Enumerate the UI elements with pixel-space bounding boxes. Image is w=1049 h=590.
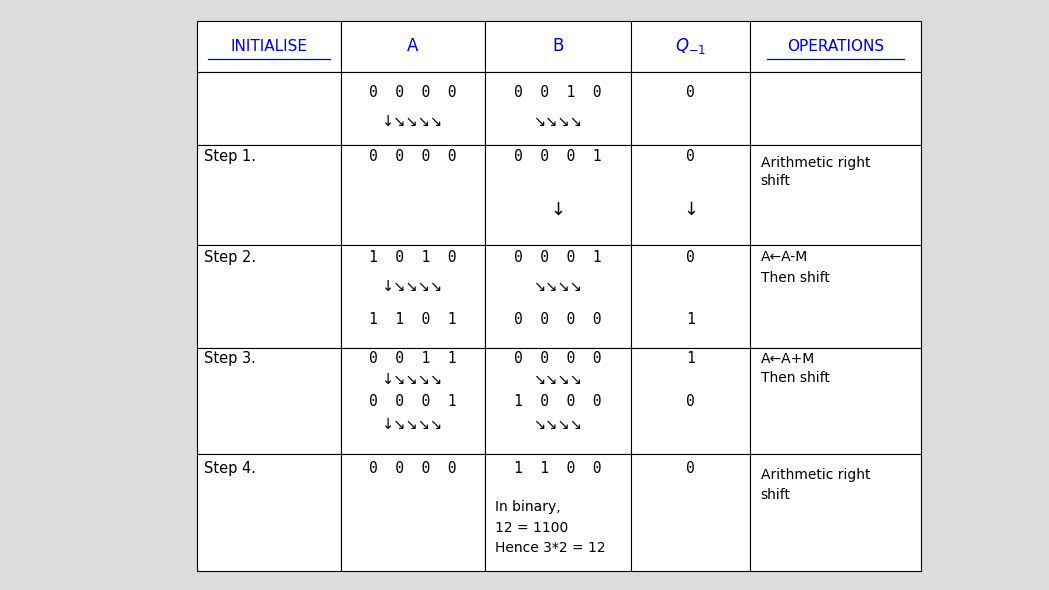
Text: 1  0  1  0: 1 0 1 0 xyxy=(369,250,456,265)
Text: Hence 3*2 = 12: Hence 3*2 = 12 xyxy=(495,541,605,555)
Text: 1  1  0  1: 1 1 0 1 xyxy=(369,312,456,327)
Bar xyxy=(750,145,921,245)
Text: In binary,: In binary, xyxy=(495,500,561,514)
Text: ↘↘↘↘: ↘↘↘↘ xyxy=(534,372,582,388)
Bar xyxy=(631,245,750,348)
Bar xyxy=(341,245,485,348)
Text: Arithmetic right: Arithmetic right xyxy=(761,156,870,169)
Bar xyxy=(197,348,341,454)
Bar xyxy=(485,454,631,571)
Text: 1: 1 xyxy=(686,351,695,366)
Text: ↘↘↘↘: ↘↘↘↘ xyxy=(534,114,582,129)
Text: A←A+M: A←A+M xyxy=(761,352,815,366)
Bar xyxy=(750,21,921,72)
Text: $Q_{-1}$: $Q_{-1}$ xyxy=(676,37,706,56)
Text: B: B xyxy=(553,37,563,55)
Text: Arithmetic right: Arithmetic right xyxy=(761,468,870,483)
Bar xyxy=(485,21,631,72)
Text: 0  0  0  0: 0 0 0 0 xyxy=(369,85,456,100)
Text: 0: 0 xyxy=(686,149,695,164)
Bar xyxy=(631,145,750,245)
Text: A: A xyxy=(407,37,419,55)
Text: 0: 0 xyxy=(686,250,695,265)
Bar xyxy=(485,72,631,145)
Text: 1: 1 xyxy=(686,312,695,327)
Bar xyxy=(631,454,750,571)
Text: ↓: ↓ xyxy=(683,201,699,219)
Text: Step 3.: Step 3. xyxy=(204,351,255,366)
Text: 0  0  1  0: 0 0 1 0 xyxy=(514,85,602,100)
Text: 0: 0 xyxy=(686,85,695,100)
Text: 1  1  0  0: 1 1 0 0 xyxy=(514,461,602,476)
Text: 0  0  0  0: 0 0 0 0 xyxy=(369,149,456,164)
Bar xyxy=(341,72,485,145)
Bar xyxy=(341,454,485,571)
Text: 0: 0 xyxy=(686,461,695,476)
Text: OPERATIONS: OPERATIONS xyxy=(787,39,884,54)
Bar xyxy=(197,72,341,145)
Text: ↘↘↘↘: ↘↘↘↘ xyxy=(534,417,582,432)
Text: ↓↘↘↘↘: ↓↘↘↘↘ xyxy=(382,114,444,129)
Bar xyxy=(197,454,341,571)
Text: ↘↘↘↘: ↘↘↘↘ xyxy=(534,278,582,294)
Bar xyxy=(341,145,485,245)
Bar xyxy=(197,145,341,245)
Bar xyxy=(750,454,921,571)
Bar xyxy=(485,145,631,245)
Bar xyxy=(341,21,485,72)
Bar xyxy=(197,245,341,348)
Text: Then shift: Then shift xyxy=(761,271,830,285)
Text: A←A-M: A←A-M xyxy=(761,250,808,264)
Bar xyxy=(631,348,750,454)
Bar xyxy=(197,21,341,72)
Bar xyxy=(631,21,750,72)
Bar xyxy=(341,348,485,454)
Text: Step 2.: Step 2. xyxy=(204,250,256,265)
Bar xyxy=(750,348,921,454)
Bar xyxy=(750,245,921,348)
Text: Then shift: Then shift xyxy=(761,371,830,385)
Text: ↓↘↘↘↘: ↓↘↘↘↘ xyxy=(382,417,444,432)
Text: 12 = 1100: 12 = 1100 xyxy=(495,521,569,535)
Text: 0  0  0  0: 0 0 0 0 xyxy=(514,312,602,327)
Bar xyxy=(750,72,921,145)
Text: Step 1.: Step 1. xyxy=(204,149,256,164)
Text: 0  0  1  1: 0 0 1 1 xyxy=(369,351,456,366)
Bar xyxy=(485,245,631,348)
Text: INITIALISE: INITIALISE xyxy=(231,39,307,54)
Text: 0  0  0  0: 0 0 0 0 xyxy=(514,351,602,366)
Text: shift: shift xyxy=(761,488,791,502)
Text: 0  0  0  1: 0 0 0 1 xyxy=(514,250,602,265)
Text: ↓: ↓ xyxy=(551,201,565,219)
Text: ↓↘↘↘↘: ↓↘↘↘↘ xyxy=(382,372,444,388)
Text: shift: shift xyxy=(761,173,791,188)
Text: Step 4.: Step 4. xyxy=(204,461,256,476)
Text: 0  0  0  1: 0 0 0 1 xyxy=(514,149,602,164)
Text: 0: 0 xyxy=(686,394,695,409)
Text: 1  0  0  0: 1 0 0 0 xyxy=(514,394,602,409)
Text: ↓↘↘↘↘: ↓↘↘↘↘ xyxy=(382,278,444,294)
Text: 0  0  0  1: 0 0 0 1 xyxy=(369,394,456,409)
Text: 0  0  0  0: 0 0 0 0 xyxy=(369,461,456,476)
Bar xyxy=(631,72,750,145)
Bar xyxy=(485,348,631,454)
